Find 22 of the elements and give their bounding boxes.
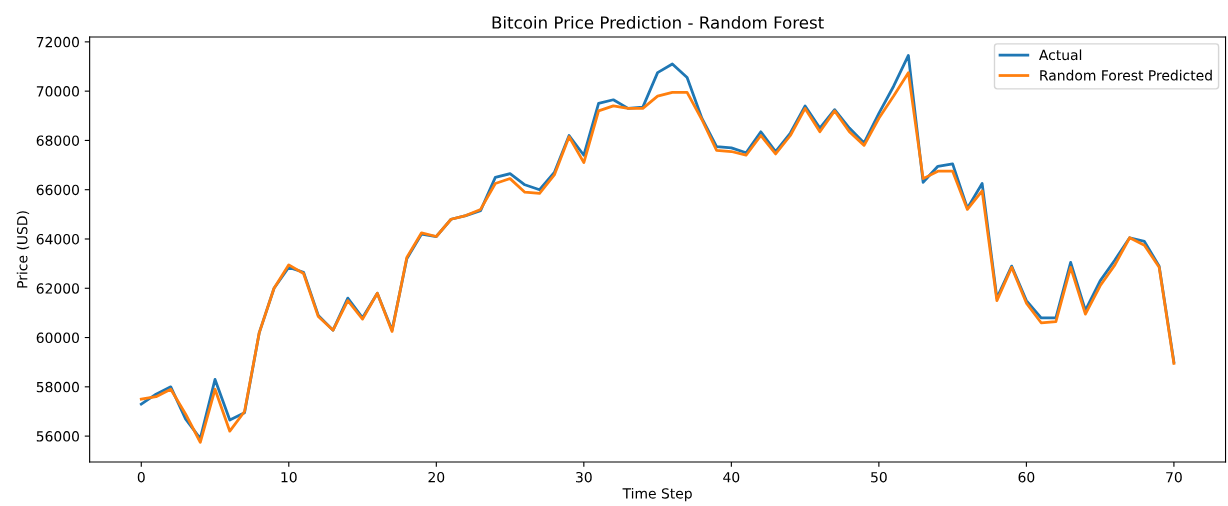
legend-label: Random Forest Predicted — [1040, 69, 1212, 81]
chart-title: Bitcoin Price Prediction - Random Forest — [492, 15, 824, 29]
x-tick-label: 10 — [281, 471, 297, 483]
y-tick-label: 62000 — [36, 283, 79, 294]
y-tick-label: 60000 — [36, 332, 79, 344]
x-tick-label: 70 — [1166, 471, 1182, 483]
y-axis-title: Price (USD) — [16, 211, 30, 288]
x-tick-label: 20 — [428, 471, 445, 483]
x-tick-label: 60 — [1018, 471, 1035, 483]
x-tick-label: 30 — [576, 471, 592, 483]
legend-label: Actual — [1039, 49, 1082, 61]
x-axis-title: Time Step — [622, 487, 692, 502]
x-tick-label: 50 — [871, 471, 887, 483]
x-tick-label: 40 — [723, 471, 740, 483]
y-tick-label: 56000 — [36, 431, 79, 442]
x-tick-label: 0 — [137, 471, 145, 483]
y-tick-label: 66000 — [36, 184, 79, 196]
y-tick-label: 64000 — [36, 233, 79, 245]
y-tick-label: 72000 — [36, 36, 79, 48]
y-tick-label: 58000 — [36, 381, 79, 393]
y-tick-label: 70000 — [36, 86, 79, 97]
y-tick-label: 68000 — [36, 135, 79, 146]
